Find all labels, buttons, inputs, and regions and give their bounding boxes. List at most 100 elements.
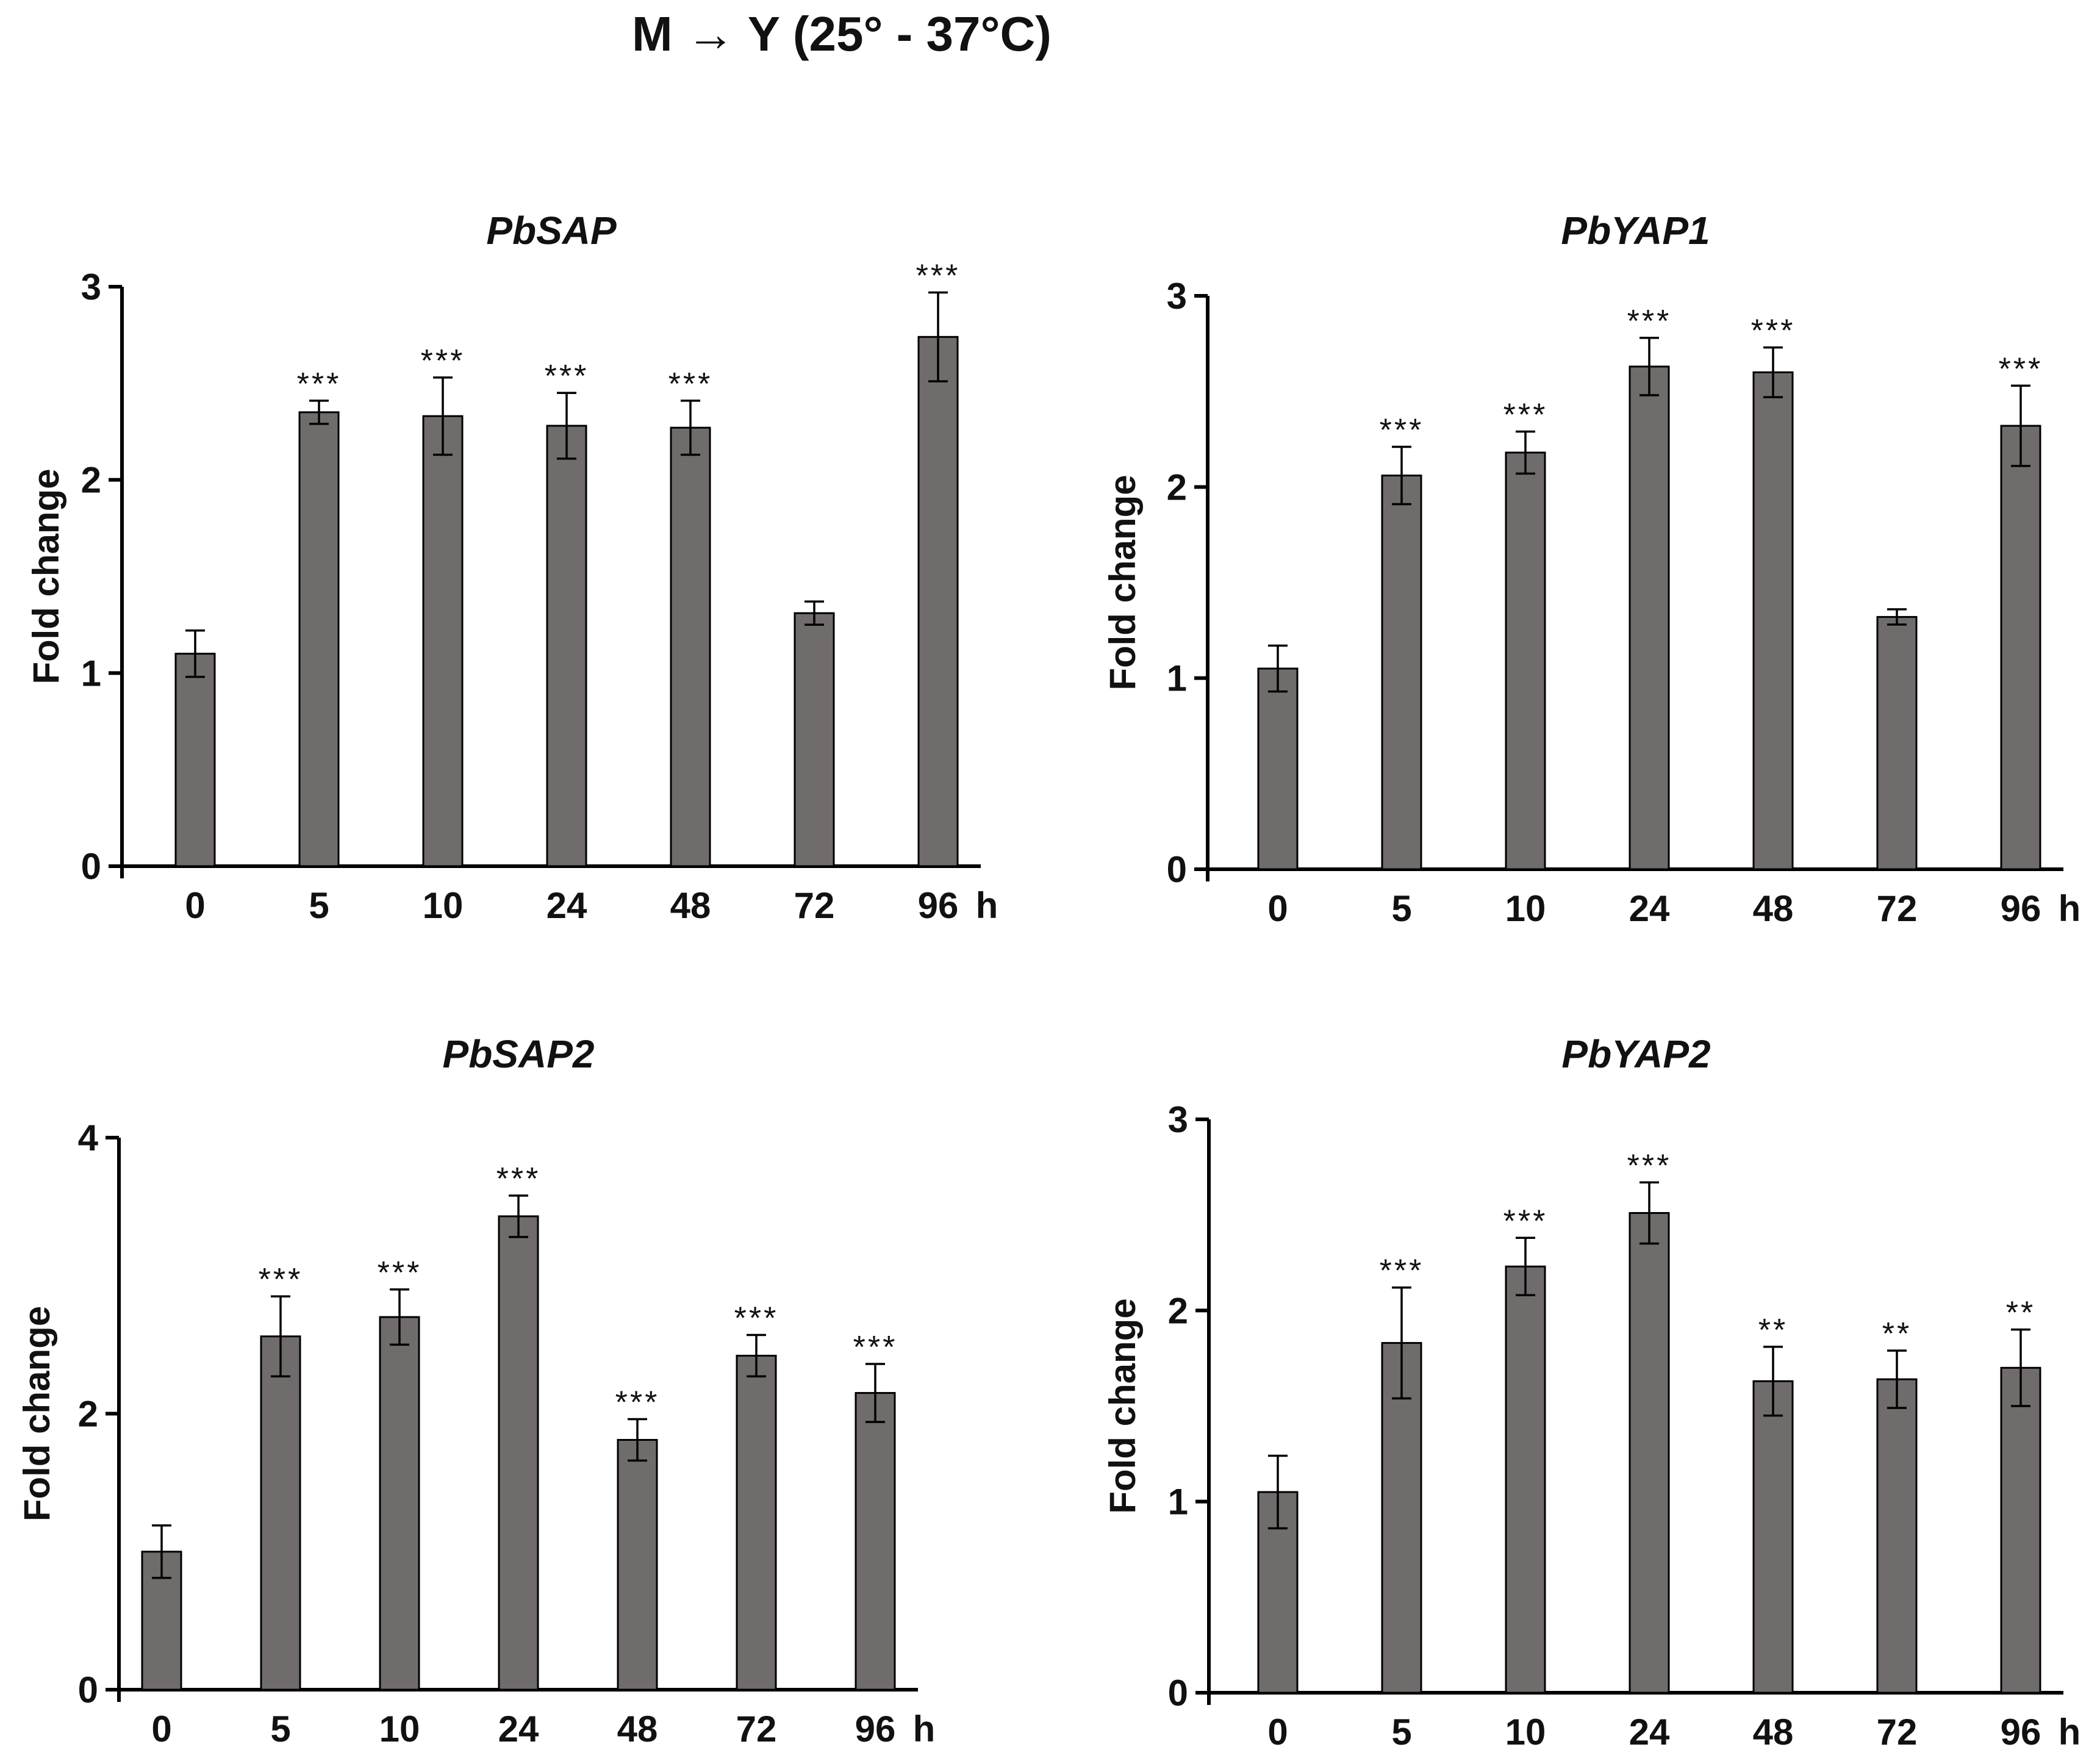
x-unit-label: h	[976, 885, 998, 926]
chart-panel-pbsap2: PbSAP2 Fold change 0 2 4 0 *** 5 *** 10 *** 24 *** 48…	[0, 988, 1049, 1757]
y-tick-label: 0	[1167, 849, 1187, 890]
bar	[736, 1354, 777, 1691]
x-tick-label: 5	[270, 1709, 290, 1749]
x-tick-label: 0	[1267, 1712, 1288, 1753]
bar	[1876, 615, 1918, 870]
chart-pbyap1: PbYAP1 Fold change 0 1 2 3 0 *** 5 *** 10 *** 24 *** 4…	[1102, 209, 2081, 929]
chart-panel-pbyap1: PbYAP1 Fold change 0 1 2 3 0 *** 5 *** 10 *** 24 *** 4…	[1049, 183, 2098, 952]
significance-label: ***	[668, 367, 713, 402]
x-tick-label: 48	[1753, 888, 1794, 929]
x-tick-label: 96	[2001, 888, 2041, 929]
x-tick-label: 96	[2001, 1712, 2041, 1753]
bar	[1876, 1378, 1918, 1694]
y-tick-label: 0	[1168, 1673, 1188, 1713]
y-tick-label: 3	[1168, 1099, 1188, 1140]
bar	[546, 425, 587, 867]
x-tick-label: 10	[1505, 888, 1546, 929]
bar	[670, 426, 711, 867]
chart-pbsap: PbSAP Fold change 0 1 2 3 0 *** 5 *** 10 *** 24 *** 48…	[26, 209, 998, 926]
significance-label: **	[2006, 1296, 2035, 1331]
x-tick-label: 24	[498, 1709, 539, 1749]
y-axis-label: Fold change	[16, 1306, 57, 1521]
chart-panel-pbyap2: PbYAP2 Fold change 0 1 2 3 0 *** 5 *** 10 *** 24 ** 48…	[1049, 988, 2098, 1757]
bar	[1381, 475, 1422, 870]
significance-label: ***	[1627, 1148, 1672, 1183]
bar	[617, 1438, 658, 1691]
x-tick-label: 96	[855, 1709, 896, 1749]
bar	[260, 1335, 301, 1691]
significance-label: ***	[734, 1301, 779, 1336]
bar	[498, 1215, 539, 1691]
significance-label: ***	[1503, 397, 1548, 432]
x-tick-label: 72	[794, 885, 835, 926]
significance-label: ***	[1380, 1254, 1424, 1289]
x-tick-label: 10	[1505, 1712, 1546, 1753]
x-tick-label: 96	[918, 885, 959, 926]
significance-label: ***	[1503, 1204, 1548, 1239]
x-tick-label: 24	[547, 885, 587, 926]
y-tick-label: 1	[1167, 658, 1187, 699]
y-axis-label: Fold change	[1102, 475, 1143, 690]
y-tick-label: 3	[1167, 276, 1187, 317]
x-tick-label: 5	[309, 885, 329, 926]
y-tick-label: 2	[1168, 1290, 1188, 1331]
y-axis-label: Fold change	[26, 468, 66, 684]
chart-title: PbSAP	[486, 209, 617, 253]
significance-label: ***	[1380, 413, 1424, 448]
significance-label: ***	[1999, 351, 2043, 387]
y-tick-label: 0	[78, 1670, 98, 1710]
significance-label: **	[1758, 1313, 1788, 1348]
bar	[422, 415, 464, 867]
significance-label: ***	[615, 1385, 660, 1421]
y-tick-label: 2	[81, 460, 101, 501]
x-tick-label: 48	[670, 885, 711, 926]
x-unit-label: h	[913, 1709, 936, 1749]
bar	[917, 335, 959, 867]
x-tick-label: 48	[1753, 1712, 1794, 1753]
y-axis-label: Fold change	[1102, 1298, 1143, 1513]
y-tick-label: 2	[1167, 467, 1187, 508]
bar	[298, 411, 340, 867]
bar	[1505, 451, 1546, 870]
y-tick-label: 0	[81, 846, 101, 887]
x-tick-label: 24	[1629, 888, 1670, 929]
bar	[2000, 425, 2041, 870]
bar	[1629, 365, 1670, 870]
bar	[174, 653, 216, 867]
significance-label: ***	[421, 343, 465, 379]
bar	[1752, 371, 1794, 870]
bar	[1752, 1380, 1794, 1694]
x-tick-label: 10	[379, 1709, 420, 1749]
x-tick-label: 5	[1391, 888, 1411, 929]
x-tick-label: 72	[1877, 1712, 1918, 1753]
bar	[1257, 667, 1299, 870]
y-tick-label: 1	[81, 653, 101, 694]
significance-label: ***	[496, 1161, 541, 1197]
x-unit-label: h	[2059, 1712, 2081, 1753]
figure-title: M → Y (25° - 37°C)	[632, 7, 1052, 61]
significance-label: ***	[297, 367, 342, 402]
bar	[1505, 1265, 1546, 1694]
y-tick-label: 3	[81, 267, 101, 307]
x-tick-label: 72	[736, 1709, 777, 1749]
y-tick-label: 4	[78, 1118, 99, 1158]
bar	[1629, 1212, 1670, 1694]
chart-title: PbYAP1	[1561, 209, 1710, 253]
x-unit-label: h	[2059, 888, 2081, 929]
x-tick-label: 5	[1391, 1712, 1411, 1753]
bar	[2000, 1366, 2041, 1694]
bar	[379, 1316, 420, 1691]
x-tick-label: 24	[1629, 1712, 1670, 1753]
significance-label: ***	[1627, 304, 1672, 339]
chart-title: PbYAP2	[1561, 1032, 1710, 1076]
bar	[855, 1392, 896, 1691]
chart-pbyap2: PbYAP2 Fold change 0 1 2 3 0 *** 5 *** 10 *** 24 ** 48…	[1102, 1032, 2081, 1753]
x-tick-label: 0	[1267, 888, 1288, 929]
x-tick-label: 0	[151, 1709, 171, 1749]
significance-label: **	[1882, 1316, 1912, 1352]
x-tick-label: 72	[1877, 888, 1918, 929]
chart-title: PbSAP2	[443, 1032, 595, 1076]
significance-label: ***	[916, 259, 961, 294]
x-tick-label: 10	[423, 885, 464, 926]
